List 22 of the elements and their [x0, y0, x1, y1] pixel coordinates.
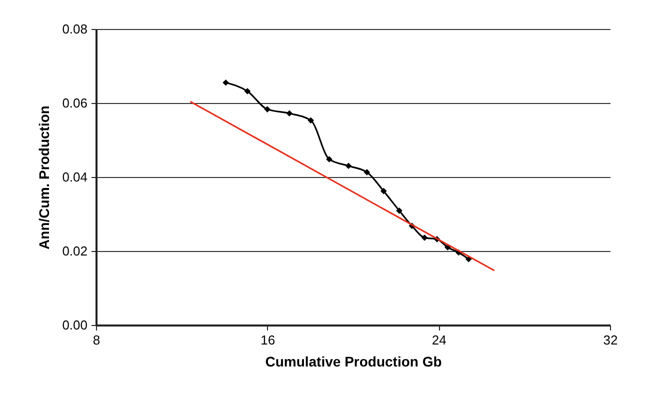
- point: [326, 156, 332, 162]
- y-tick-label: 0.02: [62, 244, 88, 258]
- point: [421, 234, 428, 241]
- point: [345, 162, 352, 170]
- x-axis-title: Cumulative Production Gb: [265, 354, 442, 370]
- y-tick-label: 0.04: [62, 170, 88, 184]
- point: [286, 110, 293, 117]
- x-tick-label: 24: [432, 332, 446, 348]
- point: [380, 188, 387, 194]
- point: [364, 169, 370, 176]
- y-tick-label: 0.08: [62, 22, 88, 36]
- x-tick-label: 16: [260, 332, 276, 348]
- point: [244, 88, 251, 94]
- x-tick-label: 32: [603, 332, 618, 348]
- point: [396, 208, 402, 214]
- x-tick-label: 8: [92, 332, 100, 348]
- y-axis-title: Ann/Cum. Production: [36, 106, 52, 250]
- y-tick-label: 0.00: [62, 318, 88, 332]
- point: [308, 117, 314, 124]
- point: [222, 79, 229, 86]
- point: [264, 106, 270, 112]
- y-tick-label: 0.06: [62, 96, 88, 110]
